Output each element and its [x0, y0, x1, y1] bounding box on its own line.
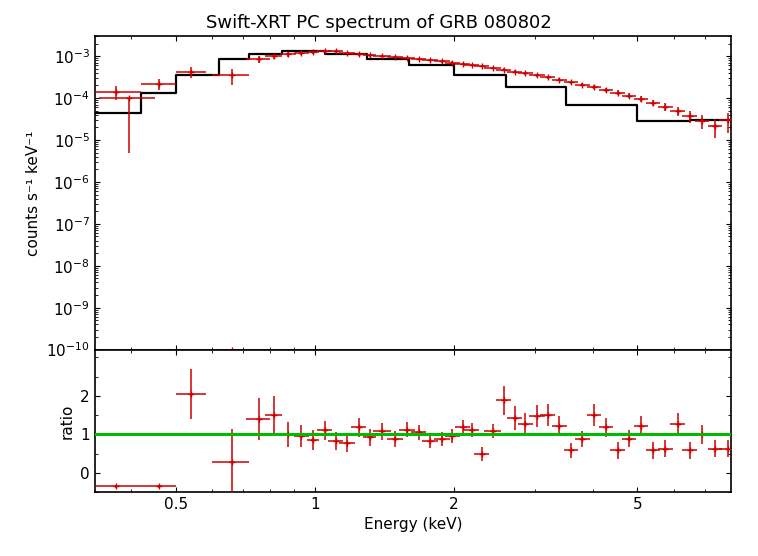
Y-axis label: counts s⁻¹ keV⁻¹: counts s⁻¹ keV⁻¹	[26, 130, 41, 256]
Text: Swift-XRT PC spectrum of GRB 080802: Swift-XRT PC spectrum of GRB 080802	[206, 14, 552, 32]
Y-axis label: ratio: ratio	[60, 403, 75, 439]
X-axis label: Energy (keV): Energy (keV)	[364, 518, 462, 533]
